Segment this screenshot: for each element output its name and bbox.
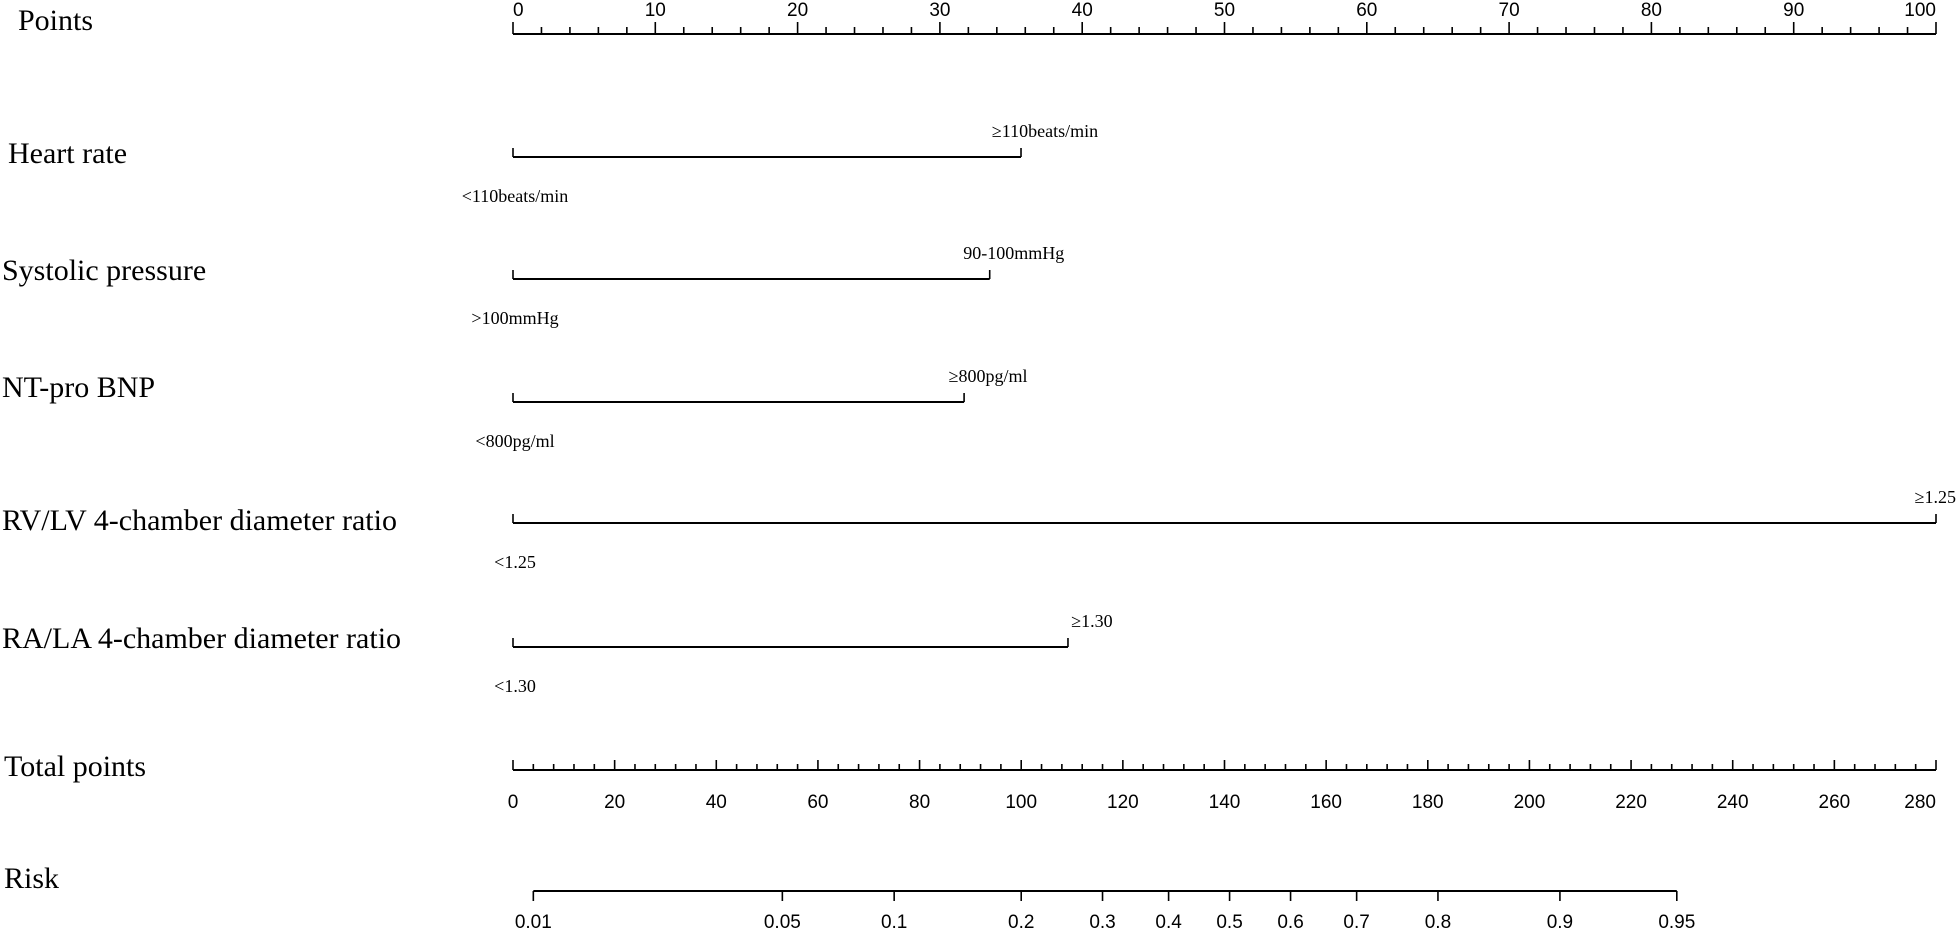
risk-tick-label: 0.05 bbox=[764, 912, 801, 932]
predictor-label-systolic-pressure: Systolic pressure bbox=[2, 254, 206, 287]
risk-axis-label: Risk bbox=[4, 862, 59, 895]
total-tick-label: 180 bbox=[1412, 792, 1444, 813]
points-tick-label: 50 bbox=[1214, 0, 1235, 21]
points-axis: 0 10 20 30 40 50 60 70 80 90 100 bbox=[512, 0, 1937, 35]
points-axis-label: Points bbox=[18, 4, 93, 37]
total-tick-label: 80 bbox=[909, 792, 930, 813]
risk-tick-label: 0.01 bbox=[515, 912, 552, 932]
points-tick-label: 80 bbox=[1641, 0, 1662, 21]
risk-tick-label: 0.6 bbox=[1277, 912, 1303, 932]
points-tick-label: 10 bbox=[645, 0, 666, 21]
risk-tick-label: 0.9 bbox=[1547, 912, 1573, 932]
risk-axis: 0.01 0.05 0.1 0.2 0.3 0.4 0.5 0.6 0.7 0.8 0.9 0.95 bbox=[515, 890, 1695, 932]
predictor-high-level-label: ≥110beats/min bbox=[992, 121, 1098, 141]
risk-tick-label: 0.5 bbox=[1216, 912, 1242, 932]
predictor-low-level-label: <1.30 bbox=[494, 676, 536, 696]
predictor-label-ra-la-ratio: RA/LA 4-chamber diameter ratio bbox=[2, 622, 401, 655]
total-tick-label: 120 bbox=[1107, 792, 1139, 813]
points-tick-label: 40 bbox=[1072, 0, 1093, 21]
points-tick-label: 90 bbox=[1783, 0, 1804, 21]
predictor-low-level-label: >100mmHg bbox=[471, 308, 558, 328]
total-tick-label: 240 bbox=[1717, 792, 1749, 813]
total-tick-label: 280 bbox=[1904, 792, 1936, 813]
total-tick-label: 40 bbox=[706, 792, 727, 813]
points-tick-label: 20 bbox=[787, 0, 808, 21]
predictor-bars: <110beats/min ≥110beats/min >100mmHg 90-100… bbox=[462, 121, 1956, 696]
predictor-high-level-label: 90-100mmHg bbox=[963, 243, 1064, 263]
predictor-ra-la-4-chamber-diameter-ratio: <1.30 ≥1.30 bbox=[494, 611, 1112, 696]
total-tick-label: 0 bbox=[508, 792, 519, 813]
total-tick-label: 220 bbox=[1615, 792, 1647, 813]
risk-tick-label: 0.95 bbox=[1658, 912, 1695, 932]
total-tick-label: 200 bbox=[1514, 792, 1546, 813]
risk-tick-label: 0.3 bbox=[1089, 912, 1115, 932]
total-points-axis: 0 20 40 60 80 100 120 140 160 180 200 220 240 260 280 bbox=[508, 760, 1937, 813]
predictor-nt-pro-bnp: <800pg/ml ≥800pg/ml bbox=[475, 366, 1027, 451]
predictor-high-level-label: ≥800pg/ml bbox=[949, 366, 1028, 386]
points-tick-label: 0 bbox=[513, 0, 524, 21]
predictor-high-level-label: ≥1.25 bbox=[1915, 487, 1956, 507]
total-points-axis-label: Total points bbox=[4, 750, 146, 783]
predictor-rv-lv-4-chamber-diameter-ratio: <1.25 ≥1.25 bbox=[494, 487, 1956, 572]
predictor-high-level-label: ≥1.30 bbox=[1071, 611, 1112, 631]
total-tick-label: 160 bbox=[1310, 792, 1342, 813]
predictor-systolic-pressure: >100mmHg 90-100mmHg bbox=[471, 243, 1064, 328]
risk-tick-label: 0.1 bbox=[881, 912, 907, 932]
predictor-low-level-label: <1.25 bbox=[494, 552, 536, 572]
points-tick-label: 30 bbox=[929, 0, 950, 21]
predictor-label-rv-lv-ratio: RV/LV 4-chamber diameter ratio bbox=[2, 504, 397, 537]
risk-tick-label: 0.7 bbox=[1343, 912, 1369, 932]
points-tick-label: 60 bbox=[1356, 0, 1377, 21]
predictor-label-nt-pro-bnp: NT-pro BNP bbox=[2, 371, 155, 404]
row-labels: Points Heart rate Systolic pressure NT-p… bbox=[2, 4, 401, 895]
total-tick-label: 60 bbox=[807, 792, 828, 813]
total-tick-label: 140 bbox=[1209, 792, 1241, 813]
risk-tick-label: 0.4 bbox=[1155, 912, 1182, 932]
predictor-label-heart-rate: Heart rate bbox=[8, 137, 127, 170]
total-tick-label: 260 bbox=[1819, 792, 1851, 813]
total-tick-label: 20 bbox=[604, 792, 625, 813]
predictor-low-level-label: <800pg/ml bbox=[475, 431, 554, 451]
predictor-heart-rate: <110beats/min ≥110beats/min bbox=[462, 121, 1098, 206]
risk-tick-label: 0.2 bbox=[1008, 912, 1034, 932]
predictor-low-level-label: <110beats/min bbox=[462, 186, 568, 206]
total-tick-label: 100 bbox=[1005, 792, 1037, 813]
risk-tick-label: 0.8 bbox=[1425, 912, 1451, 932]
points-tick-label: 70 bbox=[1499, 0, 1520, 21]
points-tick-label: 100 bbox=[1904, 0, 1936, 21]
